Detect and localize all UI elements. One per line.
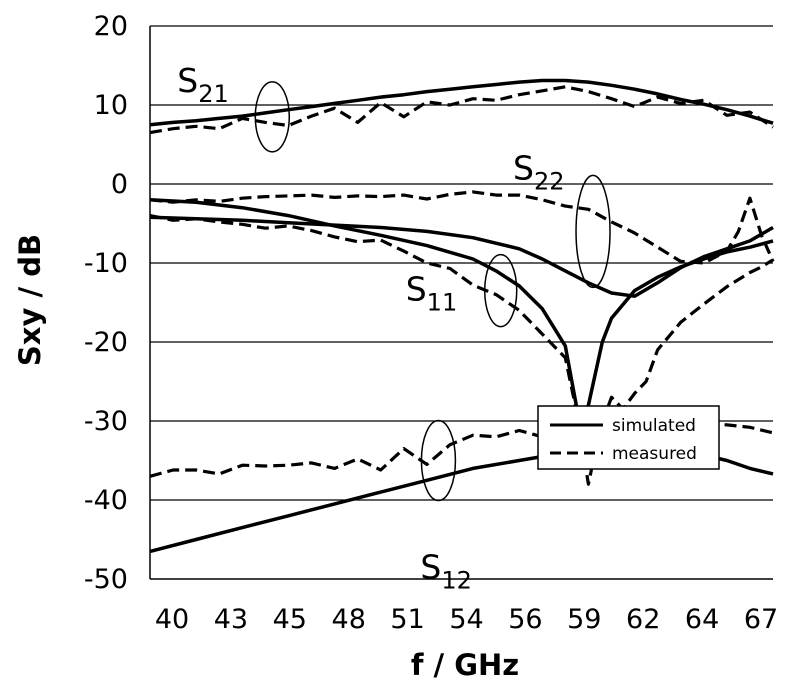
x-tick-label: 48 xyxy=(332,604,366,635)
legend-label-simulated: simulated xyxy=(612,416,696,436)
x-tick-label: 59 xyxy=(567,604,601,635)
x-tick-label: 54 xyxy=(449,604,483,635)
x-tick-label: 40 xyxy=(155,604,189,635)
y-tick-label: -30 xyxy=(84,406,128,437)
annotations: S21 S22 S11 S12 xyxy=(177,61,611,595)
annotation-ellipse xyxy=(483,253,518,328)
x-tick-label: 67 xyxy=(744,604,778,635)
series-line-1 xyxy=(149,78,774,127)
y-tick-label: -10 xyxy=(84,248,128,279)
x-tick-label: 62 xyxy=(626,604,660,635)
x-tick-label: 51 xyxy=(390,604,424,635)
y-tick-labels: 20 10 0 -10 -20 -30 -40 -50 xyxy=(84,11,128,595)
series-line-5 xyxy=(149,214,774,486)
series-line-6 xyxy=(149,190,775,265)
annotation-ellipse xyxy=(420,419,457,502)
annotation-label: S11 xyxy=(406,270,458,317)
annotation-ellipse xyxy=(254,81,291,153)
x-axis-title: f / GHz xyxy=(411,648,519,682)
series-lines xyxy=(149,78,775,554)
annotation-label: S22 xyxy=(513,148,565,195)
x-tick-label: 43 xyxy=(214,604,248,635)
series-line-2 xyxy=(149,85,774,135)
y-tick-label: -40 xyxy=(84,485,128,516)
y-tick-label: -50 xyxy=(84,564,128,595)
y-tick-label: 20 xyxy=(94,11,128,42)
x-tick-label: 45 xyxy=(273,604,307,635)
x-tick-label: 56 xyxy=(508,604,542,635)
annotation-ellipse xyxy=(575,174,611,289)
y-tick-label: 0 xyxy=(111,169,128,200)
legend-label-measured: measured xyxy=(612,444,697,464)
y-axis-title: Sxy / dB xyxy=(13,234,47,366)
series-line-4 xyxy=(149,215,774,298)
axes xyxy=(149,26,773,580)
annotation-label: S21 xyxy=(177,61,229,108)
gridlines xyxy=(150,25,773,501)
x-tick-labels: 40 43 45 48 51 54 56 59 62 64 67 xyxy=(155,604,778,635)
y-tick-label: 10 xyxy=(94,90,128,121)
y-tick-label: -20 xyxy=(84,327,128,358)
series-line-3 xyxy=(149,198,774,423)
legend: simulated measured xyxy=(537,405,720,470)
annotation-label: S12 xyxy=(420,548,472,595)
legend-box xyxy=(537,405,720,470)
x-tick-label: 64 xyxy=(685,604,719,635)
